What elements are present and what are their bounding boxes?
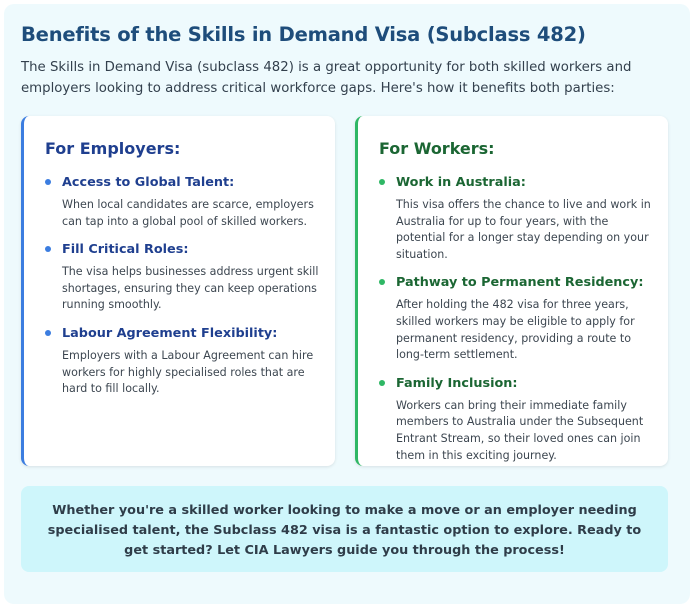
employer-benefit-item: Fill Critical Roles: The visa helps busi… (45, 241, 321, 314)
bullet-icon (45, 179, 51, 185)
employer-benefit-item: Access to Global Talent: When local cand… (45, 174, 321, 230)
worker-benefit-item: Pathway to Permanent Residency: After ho… (379, 274, 654, 363)
bullet-icon (45, 246, 51, 253)
worker-benefit-item: Work in Australia: This visa offers the … (379, 174, 654, 263)
worker-benefit-description: This visa offers the chance to live and … (396, 198, 651, 261)
worker-benefit-title: Work in Australia: (396, 175, 526, 190)
bullet-icon (45, 329, 51, 336)
employer-benefit-description: Employers with a Labour Agreement can hi… (62, 348, 314, 396)
employer-benefit-title: Fill Critical Roles: (62, 242, 189, 258)
call-to-action-box: Whether you're a skilled worker looking … (21, 486, 668, 572)
employer-benefit-item: Labour Agreement Flexibility: Employers … (45, 325, 321, 398)
worker-benefit-description: After holding the 482 visa for three yea… (396, 298, 635, 362)
worker-benefit-description: Workers can bring their immediate family… (396, 398, 644, 462)
worker-benefit-title: Family Inclusion: (396, 375, 518, 391)
employers-heading: For Employers: (45, 139, 181, 158)
benefits-panel: Benefits of the Skills in Demand Visa (S… (4, 4, 690, 604)
employers-card: For Employers: Access to Global Talent: … (21, 116, 335, 466)
page-title: Benefits of the Skills in Demand Visa (S… (21, 23, 586, 46)
worker-benefit-item: Family Inclusion: Workers can bring thei… (379, 375, 654, 464)
workers-card: For Workers: Work in Australia: This vis… (355, 116, 668, 466)
worker-benefit-title: Pathway to Permanent Residency: (396, 275, 644, 291)
workers-heading: For Workers: (379, 139, 495, 158)
benefit-columns: For Employers: Access to Global Talent: … (21, 116, 668, 466)
bullet-icon (379, 179, 385, 185)
intro-paragraph: The Skills in Demand Visa (subclass 482)… (21, 60, 632, 96)
employer-benefit-title: Access to Global Talent: (62, 175, 235, 190)
employer-benefit-description: When local candidates are scarce, employ… (62, 198, 314, 228)
employer-benefit-title: Labour Agreement Flexibility: (62, 325, 278, 341)
bullet-icon (379, 379, 385, 386)
employer-benefit-description: The visa helps businesses address urgent… (62, 265, 319, 312)
bullet-icon (379, 279, 385, 286)
